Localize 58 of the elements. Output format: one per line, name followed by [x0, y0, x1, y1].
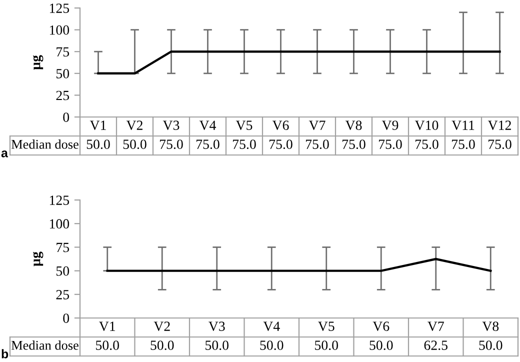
x-tick-label: V6: [372, 322, 390, 332]
data-label: 50.0: [260, 340, 284, 350]
x-tick-label: V2: [126, 120, 142, 130]
data-label: 75.0: [233, 140, 256, 150]
text: a: [1, 150, 8, 158]
data-label: 75.0: [270, 140, 292, 150]
data-label: 50.0: [96, 340, 119, 350]
x-tick-label: V3: [162, 120, 180, 130]
y-tick-label: 125: [50, 4, 70, 13]
data-label: 50.0: [123, 140, 146, 150]
x-tick-label: V8: [345, 120, 362, 130]
text: Median dose: [11, 140, 78, 149]
x-tick-label: V4: [263, 322, 280, 332]
data-label: 75.0: [306, 140, 329, 150]
data-label: 50.0: [479, 340, 502, 350]
x-tick-label: V12: [488, 120, 511, 130]
data-label: 50.0: [315, 340, 338, 350]
x-tick-label: V2: [154, 322, 170, 332]
x-tick-label: V1: [99, 322, 116, 332]
y-tick-label: 0: [63, 112, 70, 122]
y-tick-label: 25: [56, 290, 70, 300]
y-tick-label: 75: [56, 47, 70, 57]
y-tick-label: 25: [56, 90, 70, 100]
x-tick-label: V4: [199, 120, 216, 130]
x-tick-label: V7: [308, 120, 326, 130]
x-tick-label: V5: [318, 322, 334, 332]
y-tick-label: 125: [50, 196, 70, 205]
data-label: 75.0: [196, 140, 220, 150]
data-label: 75.0: [416, 140, 438, 150]
y-tick-label: 100: [50, 25, 70, 35]
data-label: 75.0: [160, 140, 183, 150]
y-tick-label: 50: [56, 266, 70, 276]
x-tick-label: V10: [414, 120, 438, 130]
data-label: 50.0: [86, 140, 110, 150]
text: Median dose: [11, 340, 78, 350]
x-tick-label: V1: [90, 120, 106, 130]
data-label: 50.0: [370, 340, 393, 350]
data-label: 50.0: [206, 340, 228, 350]
y-tick-label: 50: [56, 68, 70, 78]
x-tick-label: V9: [382, 120, 398, 130]
y-axis-title: µg: [33, 252, 44, 266]
y-axis-title: µg: [33, 55, 44, 70]
x-tick-label: V3: [208, 322, 225, 332]
text: b: [2, 349, 8, 358]
x-tick-label: V5: [236, 120, 252, 130]
y-tick-label: 0: [63, 314, 70, 323]
data-label: 75.0: [342, 140, 366, 150]
data-label: 75.0: [379, 140, 402, 150]
y-tick-label: 100: [50, 219, 70, 229]
y-tick-label: 75: [56, 242, 70, 252]
data-label: 75.0: [488, 140, 512, 150]
data-label: 50.0: [150, 340, 174, 350]
data-label: 62.5: [424, 340, 448, 350]
data-label: 75.0: [452, 140, 475, 150]
x-tick-label: V11: [452, 120, 474, 130]
x-tick-label: V6: [272, 120, 289, 130]
x-tick-label: V8: [482, 322, 499, 332]
x-tick-label: V7: [428, 322, 444, 332]
